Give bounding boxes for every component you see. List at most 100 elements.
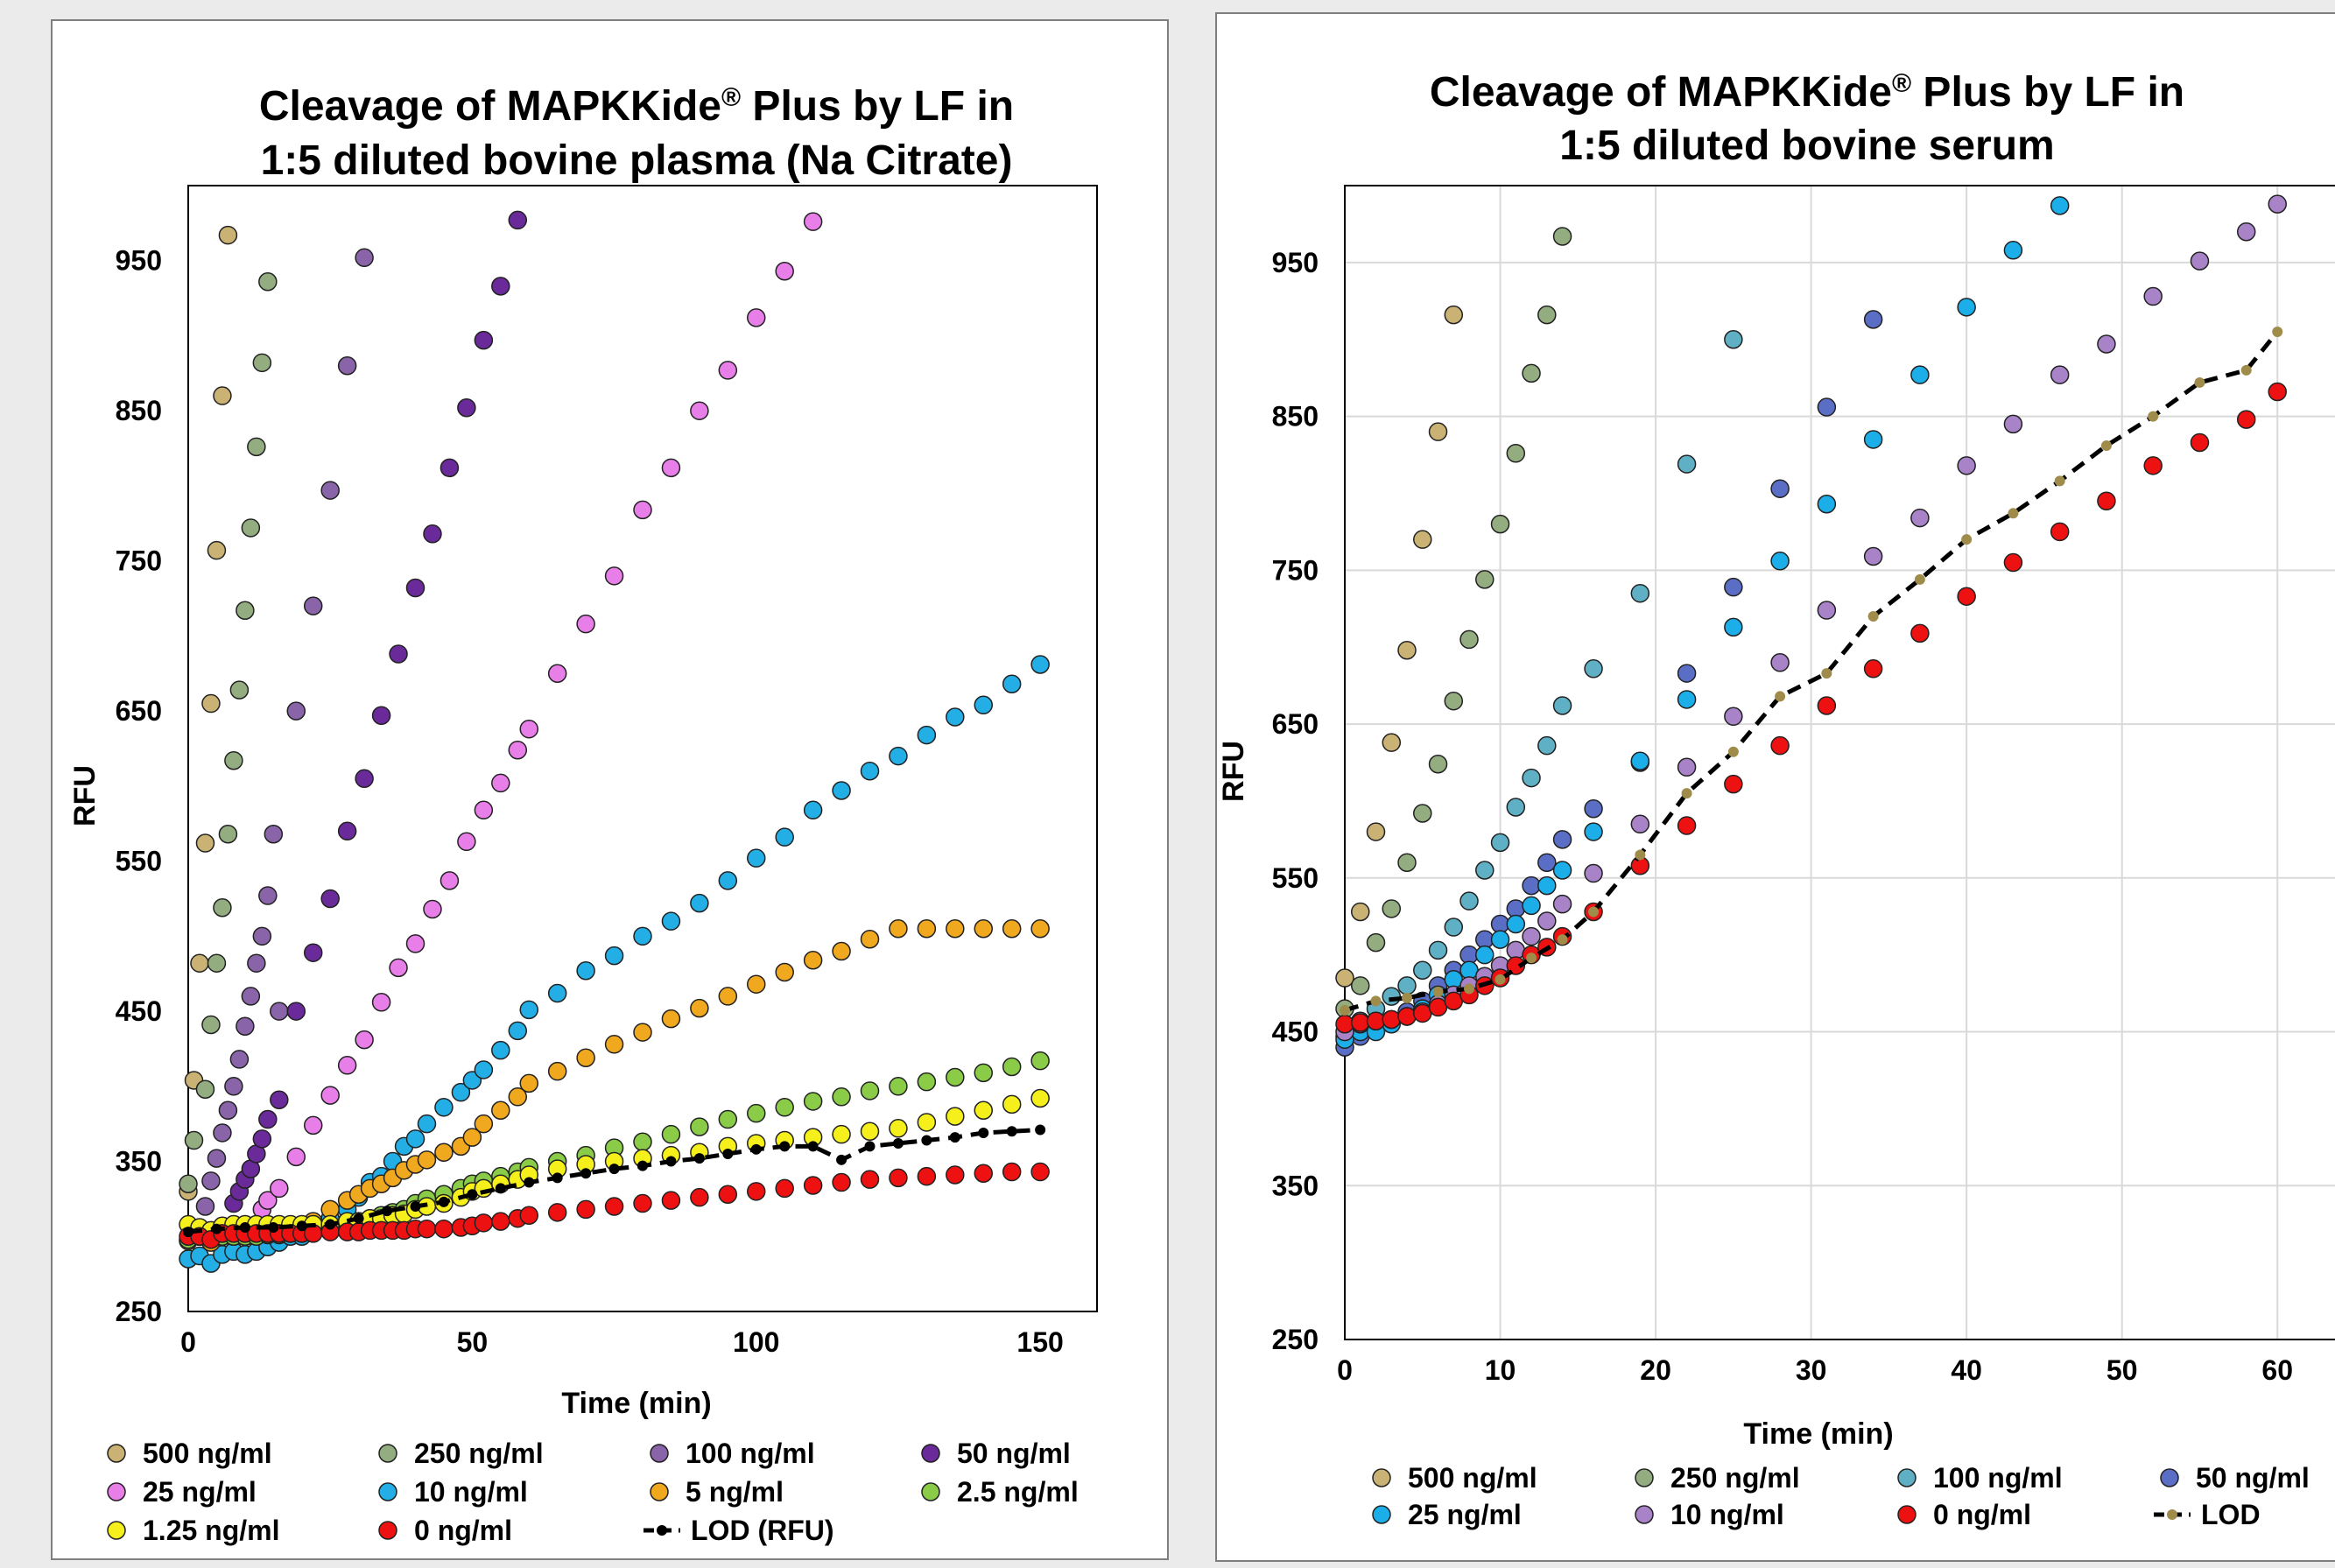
data-point	[2268, 194, 2287, 214]
lod-point	[949, 1132, 960, 1143]
y-tick-label: 350	[1272, 1170, 1319, 1201]
chart-title-line2: 1:5 diluted bovine plasma (Na Citrate)	[261, 137, 1013, 184]
x-tick-label: 0	[180, 1326, 196, 1358]
data-point	[491, 773, 510, 793]
lod-point	[2054, 475, 2065, 487]
lod-point	[1370, 995, 1382, 1007]
y-axis-label: RFU	[1217, 741, 1250, 802]
data-point	[946, 1067, 965, 1087]
data-point	[633, 500, 652, 520]
data-point	[2143, 456, 2163, 475]
data-point	[1537, 911, 1557, 931]
data-point	[633, 1193, 652, 1213]
x-tick-label: 150	[1016, 1326, 1063, 1358]
data-point	[860, 930, 880, 949]
data-point	[1584, 863, 1603, 883]
lod-point	[693, 1153, 705, 1164]
data-point	[1397, 976, 1417, 995]
data-point	[747, 848, 766, 868]
x-tick-label: 50	[457, 1326, 489, 1358]
data-point	[690, 998, 709, 1018]
data-point	[1817, 397, 1837, 417]
data-point	[286, 701, 306, 721]
data-point	[1863, 430, 1883, 449]
data-point	[917, 725, 937, 745]
data-point	[1724, 774, 1743, 794]
data-point	[2003, 414, 2023, 434]
data-point	[690, 401, 709, 420]
data-point	[201, 1015, 221, 1035]
data-point	[747, 974, 766, 994]
data-point	[547, 1203, 567, 1222]
y-tick-label: 650	[116, 695, 162, 727]
data-point	[218, 824, 238, 844]
data-point	[718, 361, 738, 380]
data-point	[1724, 617, 1743, 637]
data-point	[337, 1056, 357, 1075]
data-point	[434, 1143, 454, 1162]
chart-panel-plasma: Cleavage of MAPKKide® Plus by LF in 1:5 …	[51, 19, 1169, 1560]
data-point	[241, 518, 261, 538]
data-point	[218, 1100, 238, 1120]
data-point	[195, 1079, 215, 1099]
data-point	[1677, 757, 1697, 777]
data-point	[1677, 454, 1697, 474]
data-point	[832, 781, 851, 800]
data-point	[1817, 495, 1837, 514]
legend-label: 250 ng/ml	[414, 1438, 544, 1469]
data-point	[491, 1040, 510, 1060]
lod-point	[211, 1223, 222, 1234]
data-point	[1522, 926, 1541, 946]
data-point	[1475, 570, 1495, 589]
lod-point	[892, 1137, 904, 1149]
data-point	[832, 941, 851, 961]
data-point	[718, 871, 738, 890]
data-point	[1522, 875, 1541, 896]
data-point	[389, 958, 408, 978]
data-point	[690, 1187, 709, 1207]
data-point	[320, 481, 340, 500]
data-point	[1351, 902, 1370, 922]
data-point	[1957, 456, 1976, 475]
legend-label: 250 ng/ml	[1670, 1462, 1800, 1494]
data-point	[1490, 833, 1510, 853]
data-point	[1397, 640, 1417, 660]
chart-title-line1: Cleavage of MAPKKide® Plus by LF in	[259, 83, 1014, 130]
data-point	[1957, 587, 1976, 606]
lod-point	[410, 1200, 421, 1212]
lod-point	[467, 1189, 478, 1200]
lod-point	[2272, 326, 2283, 337]
lod-point	[1432, 986, 1444, 997]
data-point	[320, 1086, 340, 1105]
y-tick-label: 550	[1272, 862, 1319, 894]
y-tick-label: 450	[116, 995, 162, 1027]
chart-title-line1: Cleavage of MAPKKide® Plus by LF in	[1430, 69, 2184, 116]
data-point	[889, 1168, 908, 1188]
data-point	[195, 1197, 215, 1216]
legend-marker	[1372, 1468, 1391, 1487]
lod-point	[2148, 411, 2159, 422]
data-point	[252, 926, 272, 946]
data-point	[2097, 334, 2116, 354]
lod-point	[1867, 611, 1879, 622]
lod-point	[2240, 364, 2252, 376]
legend-label: 25 ng/ml	[1408, 1499, 1522, 1530]
lod-point	[1821, 668, 1832, 679]
data-point	[1413, 804, 1432, 823]
lod-point	[438, 1196, 449, 1207]
data-point	[207, 540, 227, 560]
data-point	[371, 993, 391, 1012]
legend-marker	[650, 1444, 669, 1463]
data-point	[519, 1073, 538, 1093]
data-point	[1382, 1009, 1402, 1030]
data-point	[576, 1048, 595, 1067]
data-point	[1428, 755, 1448, 774]
data-point	[803, 951, 823, 970]
data-point	[1863, 310, 1883, 329]
data-point	[1724, 577, 1743, 597]
data-point	[974, 1164, 993, 1184]
data-point	[718, 1185, 738, 1205]
data-point	[1677, 690, 1697, 709]
data-point	[337, 356, 357, 376]
data-point	[747, 308, 766, 327]
